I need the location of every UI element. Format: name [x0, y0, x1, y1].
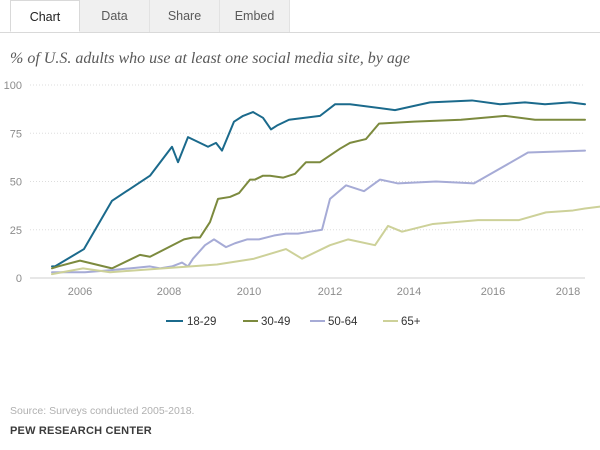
svg-text:18-29: 18-29 — [187, 316, 216, 328]
svg-text:75: 75 — [10, 128, 22, 140]
svg-text:50-64: 50-64 — [328, 316, 358, 328]
svg-text:2016: 2016 — [481, 286, 505, 298]
svg-text:2010: 2010 — [237, 286, 261, 298]
svg-text:2006: 2006 — [68, 286, 92, 298]
svg-text:0: 0 — [16, 273, 22, 285]
svg-text:2012: 2012 — [318, 286, 342, 298]
svg-text:100: 100 — [4, 80, 22, 92]
svg-text:2014: 2014 — [397, 286, 421, 298]
svg-text:2018: 2018 — [556, 286, 580, 298]
svg-text:2008: 2008 — [157, 286, 181, 298]
svg-text:25: 25 — [10, 225, 22, 237]
svg-text:50: 50 — [10, 177, 22, 189]
svg-text:30-49: 30-49 — [261, 316, 290, 328]
svg-text:65+: 65+ — [401, 316, 421, 328]
